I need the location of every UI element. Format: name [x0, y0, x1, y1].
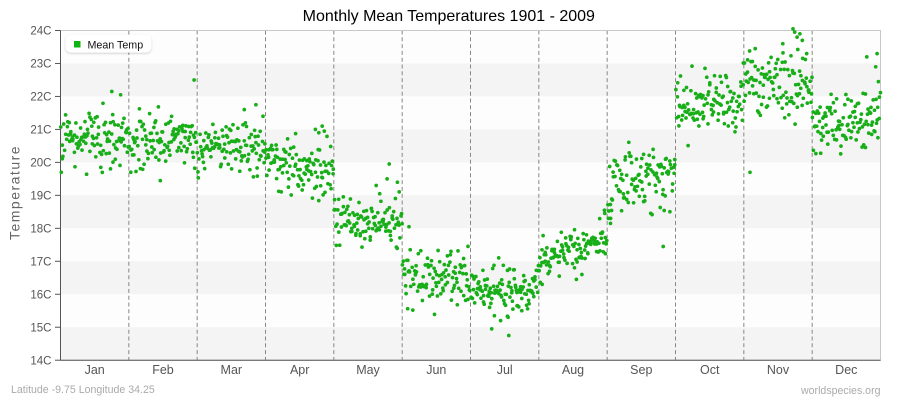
- svg-text:17C: 17C: [30, 257, 51, 269]
- svg-text:16C: 16C: [30, 290, 51, 302]
- svg-text:Mar: Mar: [221, 363, 243, 377]
- svg-text:14C: 14C: [30, 355, 51, 367]
- svg-text:Apr: Apr: [290, 363, 309, 377]
- svg-text:22C: 22C: [30, 92, 51, 104]
- svg-text:Jul: Jul: [497, 363, 513, 377]
- svg-text:24C: 24C: [30, 26, 51, 38]
- svg-text:Nov: Nov: [767, 363, 790, 377]
- svg-text:23C: 23C: [30, 59, 51, 71]
- svg-text:20C: 20C: [30, 158, 51, 170]
- svg-text:Aug: Aug: [562, 363, 584, 377]
- svg-text:Mean Temp: Mean Temp: [88, 39, 144, 51]
- svg-text:18C: 18C: [30, 224, 51, 236]
- svg-text:Feb: Feb: [152, 363, 174, 377]
- svg-text:Jan: Jan: [85, 363, 105, 377]
- svg-text:Oct: Oct: [700, 363, 720, 377]
- svg-text:Monthly Mean Temperatures 1901: Monthly Mean Temperatures 1901 - 2009: [303, 8, 595, 25]
- svg-text:worldspecies.org: worldspecies.org: [800, 385, 881, 397]
- svg-text:Jun: Jun: [426, 363, 446, 377]
- svg-text:Sep: Sep: [630, 363, 652, 377]
- svg-text:Dec: Dec: [835, 363, 857, 377]
- svg-text:Temperature: Temperature: [6, 145, 22, 240]
- svg-text:21C: 21C: [30, 125, 51, 137]
- svg-text:Latitude -9.75 Longitude 34.25: Latitude -9.75 Longitude 34.25: [11, 384, 155, 396]
- svg-text:15C: 15C: [30, 322, 51, 334]
- svg-text:19C: 19C: [30, 191, 51, 203]
- svg-text:May: May: [356, 363, 380, 377]
